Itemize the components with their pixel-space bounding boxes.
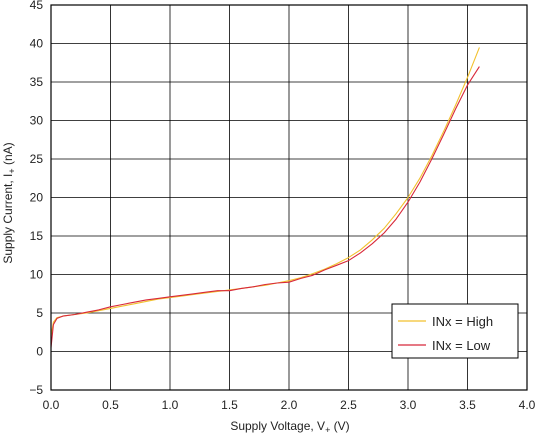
x-tick-label: 3.0 — [400, 398, 417, 412]
y-tick-label: 30 — [30, 114, 44, 128]
y-tick-label: 25 — [30, 152, 44, 166]
y-tick-label: 20 — [30, 191, 44, 205]
legend-label-low: INx = Low — [432, 338, 491, 353]
x-tick-label: 0.5 — [102, 398, 119, 412]
y-tick-label: 0 — [36, 345, 43, 359]
y-tick-label: 5 — [36, 306, 43, 320]
series-line-low — [50, 66, 480, 348]
y-tick-label: 10 — [30, 268, 44, 282]
series-line-high — [50, 47, 480, 337]
y-axis-label-unit: (nA) — [1, 142, 15, 168]
x-tick-label: 4.0 — [519, 398, 536, 412]
y-tick-label: 35 — [30, 75, 44, 89]
x-tick-label: 1.0 — [162, 398, 179, 412]
legend-box — [391, 303, 519, 359]
x-axis-label-text: Supply Voltage, V — [230, 419, 325, 433]
x-tick-label: 1.5 — [221, 398, 238, 412]
x-axis-label-unit: (V) — [330, 419, 349, 433]
y-tick-label: −5 — [29, 383, 43, 397]
legend-label-high: INx = High — [432, 314, 493, 329]
y-axis-label-text: Supply Current, I — [1, 174, 15, 264]
x-tick-label: 0.0 — [43, 398, 60, 412]
y-tick-labels: −5 0 5 10 15 20 25 30 35 40 45 — [29, 0, 43, 397]
legend: INx = High INx = Low — [391, 303, 519, 359]
x-tick-labels: 0.0 0.5 1.0 1.5 2.0 2.5 3.0 3.5 4.0 — [43, 398, 536, 412]
x-axis-label: Supply Voltage, V+ (V) — [230, 419, 349, 435]
y-tick-label: 40 — [30, 37, 44, 51]
x-tick-label: 2.0 — [281, 398, 298, 412]
y-tick-label: 45 — [30, 0, 44, 12]
x-tick-label: 2.5 — [340, 398, 357, 412]
y-axis-label: Supply Current, I+ (nA) — [1, 142, 17, 263]
y-axis-label-sub: + — [7, 168, 17, 173]
y-tick-label: 15 — [30, 229, 44, 243]
x-tick-label: 3.5 — [459, 398, 476, 412]
series-lines — [50, 47, 480, 348]
plot-frame — [50, 4, 528, 391]
x-axis-label-sub: + — [325, 425, 330, 435]
